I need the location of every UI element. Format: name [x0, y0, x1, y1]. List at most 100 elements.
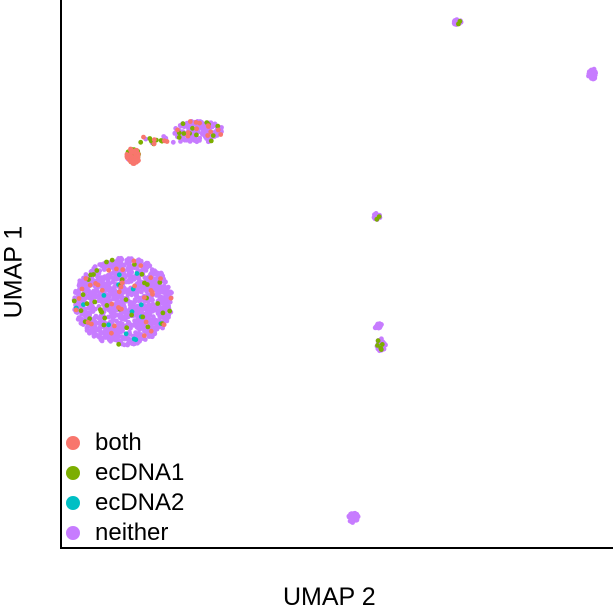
point-neither	[164, 287, 170, 292]
legend-swatch-both	[66, 436, 80, 450]
point-ecdna2	[131, 336, 137, 342]
point-neither	[97, 325, 102, 331]
point-both	[215, 127, 221, 133]
point-both	[93, 281, 98, 286]
point-neither	[98, 336, 104, 342]
point-neither	[114, 331, 120, 337]
y-axis-label: UMAP 1	[0, 225, 28, 319]
point-ecdna1	[210, 133, 216, 139]
legend-swatch-ecdna2	[66, 496, 80, 510]
point-neither	[117, 257, 123, 263]
point-ecdna1	[176, 135, 182, 140]
point-neither	[85, 311, 91, 317]
point-neither	[133, 290, 138, 296]
point-ecdna2	[106, 322, 111, 328]
point-both	[131, 258, 137, 264]
point-neither	[451, 20, 457, 26]
point-ecdna1	[138, 139, 144, 145]
legend-label-neither: neither	[95, 519, 169, 546]
point-neither	[115, 320, 121, 326]
point-ecdna1	[378, 345, 384, 351]
point-neither	[118, 328, 124, 333]
scatter-points	[71, 17, 598, 525]
point-neither	[134, 324, 140, 330]
point-both	[112, 323, 117, 329]
point-neither	[591, 66, 597, 72]
point-both	[164, 139, 170, 144]
point-neither	[139, 289, 144, 295]
point-both	[79, 286, 85, 292]
point-neither	[99, 282, 105, 288]
point-neither	[135, 310, 141, 316]
point-both	[99, 287, 105, 293]
point-ecdna1	[140, 314, 146, 320]
point-both	[89, 321, 94, 327]
point-both	[161, 322, 167, 328]
point-neither	[77, 301, 82, 307]
point-both	[205, 123, 211, 128]
point-neither	[89, 290, 95, 295]
point-neither	[150, 308, 156, 314]
point-neither	[93, 287, 99, 293]
point-ecdna1	[98, 309, 104, 314]
point-neither	[127, 302, 133, 308]
point-neither	[373, 324, 379, 330]
point-neither	[108, 310, 114, 315]
point-neither	[131, 276, 137, 282]
point-ecdna1	[102, 315, 108, 321]
legend-item-ecdna2: ecDNA2	[66, 488, 184, 518]
point-neither	[105, 276, 111, 282]
point-neither	[593, 70, 598, 76]
point-neither	[73, 288, 79, 294]
point-both	[175, 127, 180, 133]
point-neither	[143, 268, 149, 273]
point-ecdna1	[129, 312, 135, 318]
point-neither	[125, 272, 131, 278]
legend-label-ecdna1: ecDNA1	[95, 459, 185, 486]
point-both	[76, 296, 82, 301]
point-neither	[149, 317, 155, 323]
point-both	[141, 134, 146, 140]
point-neither	[109, 305, 115, 310]
legend: both ecDNA1 ecDNA2 neither	[66, 428, 184, 548]
point-ecdna1	[84, 301, 90, 307]
point-neither	[90, 304, 96, 310]
point-neither	[124, 260, 130, 266]
point-both	[142, 295, 147, 300]
point-neither	[108, 261, 114, 267]
point-ecdna1	[374, 216, 380, 222]
point-ecdna1	[379, 342, 385, 347]
point-neither	[197, 135, 203, 141]
point-neither	[588, 71, 593, 77]
point-ecdna2	[134, 271, 140, 276]
point-neither	[119, 321, 125, 326]
point-neither	[104, 284, 110, 290]
point-neither	[90, 309, 96, 314]
point-both	[150, 290, 155, 295]
point-both	[218, 132, 224, 137]
point-both	[132, 149, 137, 155]
point-neither	[136, 257, 142, 263]
point-both	[151, 141, 157, 147]
point-ecdna1	[157, 280, 163, 285]
point-ecdna1	[78, 308, 84, 314]
point-both	[106, 267, 112, 273]
point-ecdna1	[160, 310, 166, 316]
point-both	[116, 289, 122, 295]
point-neither	[117, 263, 122, 269]
point-neither	[144, 310, 150, 315]
point-ecdna1	[167, 308, 173, 314]
point-neither	[178, 139, 183, 144]
point-neither	[170, 139, 176, 145]
point-both	[187, 119, 193, 124]
point-neither	[92, 331, 98, 337]
point-both	[197, 120, 203, 126]
legend-swatch-neither	[66, 526, 80, 540]
point-ecdna1	[155, 301, 161, 306]
point-both	[138, 263, 144, 268]
point-neither	[354, 517, 359, 522]
point-ecdna2	[123, 331, 129, 337]
point-neither	[159, 272, 164, 278]
legend-item-both: both	[66, 428, 184, 458]
point-both	[148, 275, 154, 281]
